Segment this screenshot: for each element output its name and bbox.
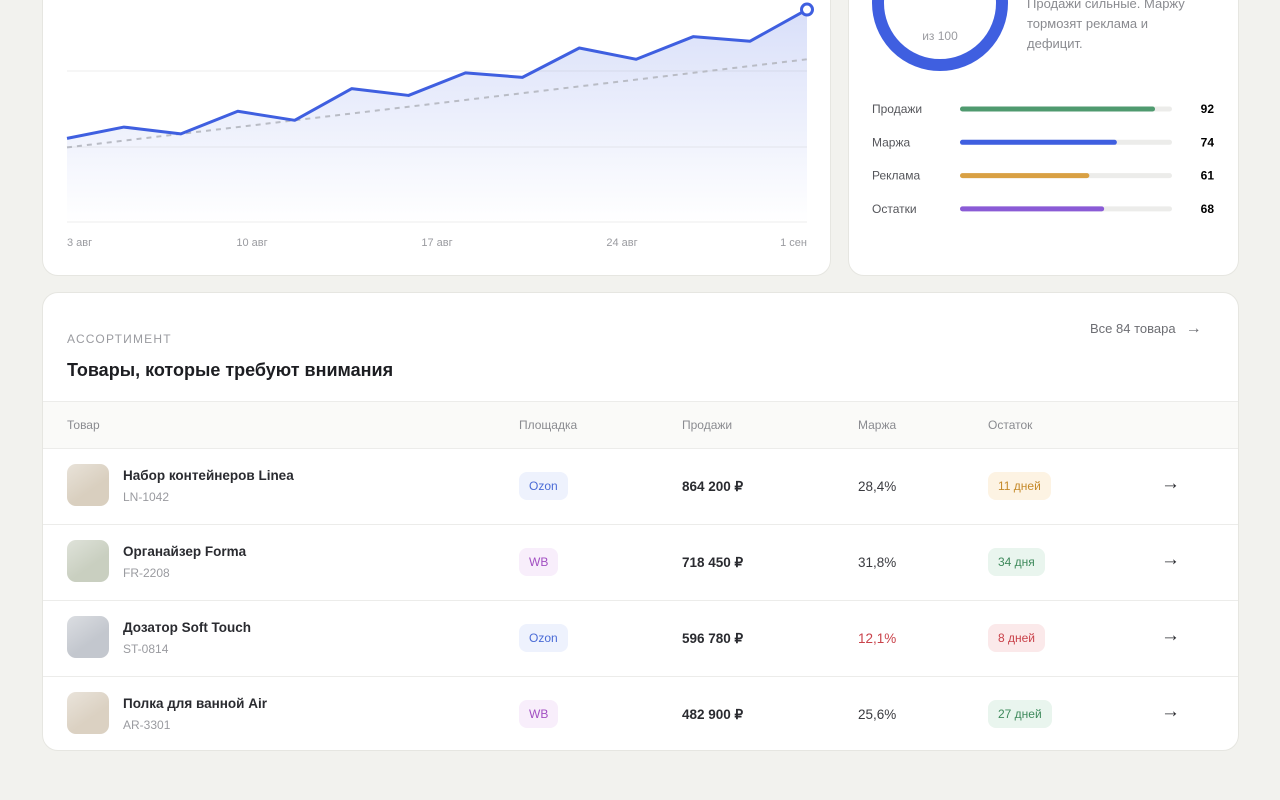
eyebrow: АССОРТИМЕНТ xyxy=(67,332,172,346)
thumbnail xyxy=(67,464,109,506)
stock-badge: 11 дней xyxy=(988,472,1051,500)
platform-badge: WB xyxy=(519,700,559,728)
score-ring xyxy=(872,0,1008,71)
platform-badge: Ozon xyxy=(519,624,568,652)
platform-badge: Ozon xyxy=(519,472,568,500)
metric-bar xyxy=(960,206,1105,212)
product-name: Органайзер Forma xyxy=(123,544,247,559)
products-card: АССОРТИМЕНТ Товары, которые требуют вним… xyxy=(42,292,1239,751)
metric-value: 61 xyxy=(1201,169,1215,183)
all-products-link[interactable]: Все 84 товара → xyxy=(1090,320,1202,338)
thumbnail xyxy=(67,692,109,734)
metric-label: Остатки xyxy=(872,202,917,216)
product-row: Полка для ванной Air AR-3301 WB 482 900 ₽ 25… xyxy=(43,676,1238,750)
metric-label: Продажи xyxy=(872,102,922,116)
margin: 31,8% xyxy=(858,555,897,570)
thumbnail xyxy=(67,616,109,658)
product-row: Набор контейнеров Linea LN-1042 Ozon 864 20… xyxy=(43,448,1238,525)
column-header: Продажи xyxy=(682,418,733,432)
column-header: Маржа xyxy=(858,418,897,432)
metric-bar xyxy=(960,173,1090,179)
margin: 28,4% xyxy=(858,479,897,494)
sales: 718 450 ₽ xyxy=(682,555,744,570)
stock-badge: 8 дней xyxy=(988,624,1046,652)
product-row: Органайзер Forma FR-2208 WB 718 450 ₽ 31,8% 3… xyxy=(43,524,1238,601)
x-tick-label: 3 авг xyxy=(67,237,92,249)
sales: 482 900 ₽ xyxy=(682,707,744,722)
product-sku: LN-1042 xyxy=(123,490,170,504)
sales: 596 780 ₽ xyxy=(682,631,744,646)
margin: 12,1% xyxy=(858,631,897,646)
metric-bar xyxy=(960,139,1117,145)
column-header: Товар xyxy=(67,418,100,432)
product-row: Дозатор Soft Touch ST-0814 Ozon 596 780 ₽ 12… xyxy=(43,600,1238,677)
section-title: Товары, которые требуют внимания xyxy=(67,360,394,380)
product-sku: ST-0814 xyxy=(123,642,169,656)
x-tick-label: 10 авг xyxy=(236,237,267,249)
product-name: Набор контейнеров Linea xyxy=(123,468,294,483)
arrow-icon: → xyxy=(1185,320,1202,337)
stock-badge: 27 дней xyxy=(988,700,1052,728)
product-name: Дозатор Soft Touch xyxy=(123,620,252,635)
column-header: Остаток xyxy=(988,418,1033,432)
score-summary: Продажи сильные. Маржу тормозят реклама и… xyxy=(1027,0,1185,54)
open-arrow[interactable]: → xyxy=(1161,473,1180,494)
margin: 25,6% xyxy=(858,707,897,722)
end-marker xyxy=(800,2,814,17)
table-header: Товар Площадка Продажи Маржа Остаток xyxy=(43,401,1238,449)
product-name: Полка для ванной Air xyxy=(123,696,267,711)
summary-line: Продажи сильные. Маржу xyxy=(1027,0,1185,11)
area xyxy=(67,9,807,223)
metric-bar xyxy=(960,106,1156,112)
sales: 864 200 ₽ xyxy=(682,479,744,494)
open-arrow[interactable]: → xyxy=(1161,701,1180,722)
metric-value: 74 xyxy=(1201,135,1215,149)
open-arrow[interactable]: → xyxy=(1161,625,1180,646)
open-arrow[interactable]: → xyxy=(1161,549,1180,570)
thumbnail xyxy=(67,540,109,582)
metric-label: Маржа xyxy=(872,135,911,149)
product-sku: AR-3301 xyxy=(123,718,171,732)
metric-label: Реклама xyxy=(872,169,920,183)
trend-line xyxy=(66,58,808,149)
score-caption: из 100 xyxy=(922,29,958,43)
product-sku: FR-2208 xyxy=(123,566,170,580)
metric-value: 68 xyxy=(1201,202,1215,216)
platform-badge: WB xyxy=(519,548,559,576)
link-text: Все 84 товара xyxy=(1090,321,1176,336)
sales-line xyxy=(66,8,808,140)
metric-value: 92 xyxy=(1201,102,1215,116)
summary-line: дефицит. xyxy=(1027,36,1083,51)
column-header: Площадка xyxy=(519,418,578,432)
stock-badge: 34 дня xyxy=(988,548,1045,576)
x-tick-label: 17 авг xyxy=(421,237,452,249)
score-card: Продажи сильные. Маржу тормозят реклама и… xyxy=(848,0,1239,276)
x-tick-label: 24 авг xyxy=(606,237,637,249)
summary-line: тормозят реклама и xyxy=(1027,16,1149,31)
x-tick-label: 1 сен xyxy=(780,237,807,249)
